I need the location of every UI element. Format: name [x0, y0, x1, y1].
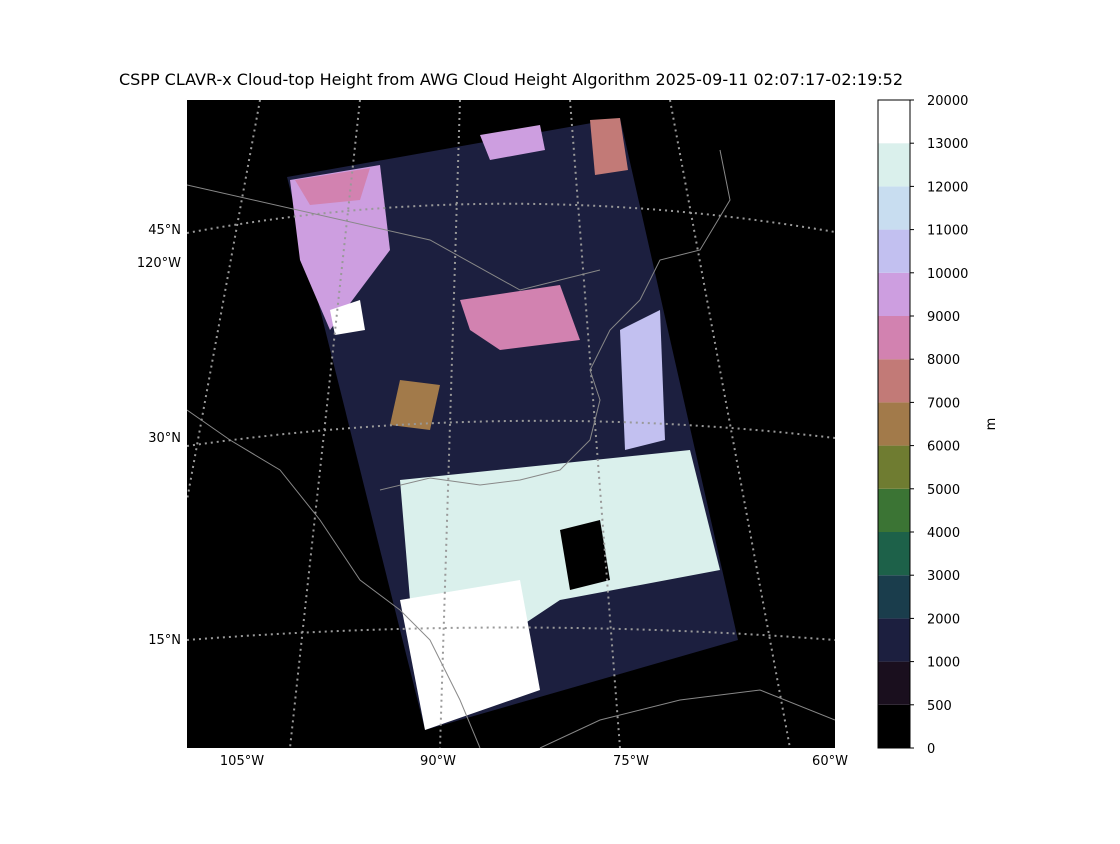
colorbar-tick-label: 13000: [927, 137, 968, 152]
colorbar-tick-label: 0: [927, 742, 935, 757]
colorbar-tick-label: 10000: [927, 267, 968, 282]
colorbar-tick-label: 2000: [927, 612, 960, 627]
lat-label: 30°N: [148, 431, 181, 446]
colorbar-segment: [878, 402, 910, 446]
colorbar: 0 500 1000 2000 3000 4000 5000 6000 7000 8000 9000…: [877, 94, 968, 757]
colorbar-tick-label: 6000: [927, 440, 960, 455]
colorbar-segment: [878, 488, 910, 532]
colorbar-segment: [878, 100, 910, 144]
coastline: [187, 149, 835, 748]
title: CSPP CLAVR-x Cloud-top Height from AWG C…: [119, 70, 903, 89]
lon-label: 90°W: [420, 754, 456, 769]
colorbar-tick-label: 500: [927, 699, 952, 714]
colorbar-segment: [878, 272, 910, 316]
colorbar-segment: [878, 143, 910, 187]
cloud: [295, 168, 370, 205]
cloud: [400, 580, 540, 730]
colorbar-tick-label: 12000: [927, 180, 968, 195]
colorbar-frame: [877, 99, 911, 749]
colorbar-tick-label: 4000: [927, 526, 960, 541]
graticule: [187, 100, 835, 748]
colorbar-tick-label: 7000: [927, 396, 960, 411]
map: 45°N 120°W 30°N 15°N 105°W 90°W 75°W 60°…: [137, 100, 848, 769]
colorbar-segment: [878, 575, 910, 619]
colorbar-label: m: [984, 418, 999, 431]
lat-label: 45°N: [148, 223, 181, 238]
lat-label: 15°N: [148, 633, 181, 648]
colorbar-tick-label: 5000: [927, 483, 960, 498]
cloud: [390, 380, 440, 430]
colorbar-segment: [878, 229, 910, 273]
cloud: [330, 300, 365, 335]
cloud: [460, 285, 580, 350]
cloud: [290, 165, 390, 330]
colorbar-tick-label: 3000: [927, 569, 960, 584]
colorbar-tick-label: 1000: [927, 656, 960, 671]
lon-label: 105°W: [220, 754, 264, 769]
colorbar-tick-label: 8000: [927, 353, 960, 368]
cloud: [590, 118, 628, 175]
colorbar-segment: [878, 618, 910, 662]
colorbar-segment: [878, 445, 910, 489]
colorbar-tick-label: 11000: [927, 224, 968, 239]
lon-label: 60°W: [812, 754, 848, 769]
cloud: [480, 125, 545, 160]
colorbar-segment: [878, 186, 910, 230]
lon-label: 75°W: [613, 754, 649, 769]
colorbar-segment: [878, 316, 910, 360]
colorbar-segment: [878, 532, 910, 576]
colorbar-tick-label: 9000: [927, 310, 960, 325]
clear: [560, 520, 610, 590]
colorbar-tick-label: 20000: [927, 94, 968, 109]
cloud: [620, 310, 665, 450]
lon-label: 120°W: [137, 256, 181, 271]
colorbar-segment: [878, 359, 910, 403]
colorbar-segment: [878, 704, 910, 748]
colorbar-segment: [878, 661, 910, 705]
